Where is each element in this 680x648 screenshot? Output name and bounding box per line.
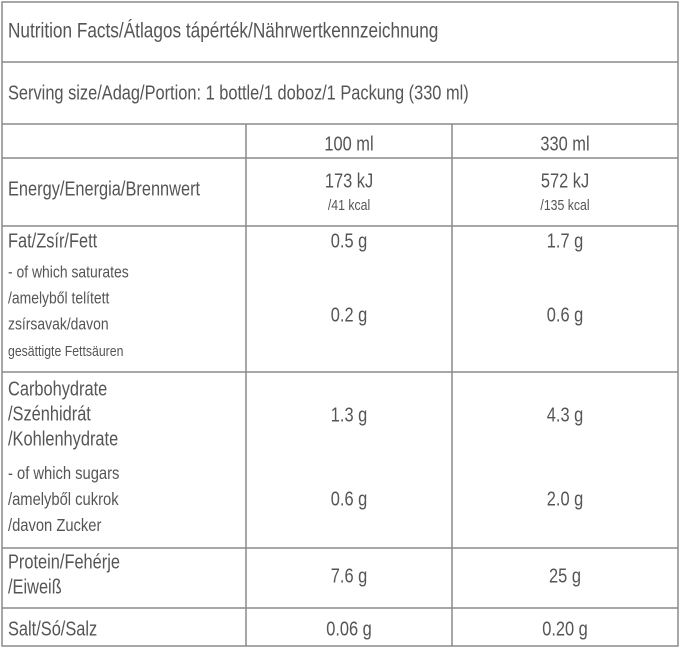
cell-value: 4.3 g [547, 403, 583, 426]
row-label: Protein/Fehérje [8, 550, 120, 573]
cell-value: 173 kJ [325, 169, 373, 192]
row-label: /amelyből cukrok [8, 489, 119, 509]
row-label: zsírsavak/davon [8, 315, 109, 334]
cell-value: 572 kJ [541, 169, 589, 192]
row-label: - of which sugars [8, 463, 119, 483]
cell-value: 0.6 g [547, 303, 583, 326]
cell-value: 0.06 g [326, 617, 372, 640]
title: Nutrition Facts/Átlagos tápérték/Nährwer… [8, 20, 438, 43]
column-header: 100 ml [324, 132, 373, 155]
cell-value: 1.3 g [331, 403, 367, 426]
cell-value: /41 kcal [328, 197, 370, 213]
cell-value: 0.2 g [331, 303, 367, 326]
row-label: /davon Zucker [8, 515, 102, 535]
cell-value: 0.5 g [331, 229, 367, 252]
table-text: Nutrition Facts/Átlagos tápérték/Nährwer… [8, 20, 590, 640]
row-label: - of which saturates [8, 263, 129, 282]
cell-value: 0.20 g [542, 617, 588, 640]
cell-value: 1.7 g [547, 229, 583, 252]
column-header: 330 ml [540, 132, 589, 155]
row-label: /amelyből telített [8, 289, 110, 308]
row-label: /Eiweiß [8, 575, 62, 598]
cell-value: 0.6 g [331, 487, 367, 510]
row-label: Energy/Energia/Brennwert [8, 177, 200, 200]
row-label: gesättigte Fettsäuren [8, 343, 123, 359]
row-label: /Kohlenhydrate [8, 427, 118, 450]
cell-value: /135 kcal [540, 197, 589, 213]
serving-size: Serving size/Adag/Portion: 1 bottle/1 do… [8, 81, 469, 104]
row-label: Fat/Zsír/Fett [8, 229, 97, 252]
row-label: Carbohydrate [8, 377, 107, 400]
cell-value: 25 g [549, 564, 581, 587]
cell-value: 7.6 g [331, 564, 367, 587]
row-label: Salt/Só/Salz [8, 617, 97, 640]
row-label: /Szénhidrát [8, 402, 91, 425]
cell-value: 2.0 g [547, 487, 583, 510]
